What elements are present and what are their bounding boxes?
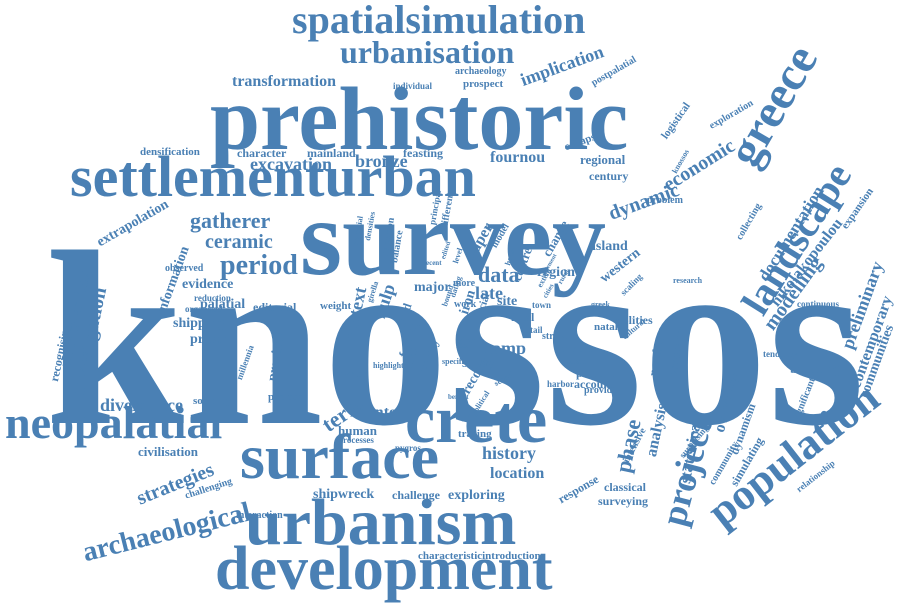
cloud-word-urbanism: urbanism: [245, 486, 517, 559]
cloud-word-recent: recent: [423, 259, 442, 267]
cloud-word-building: building: [790, 362, 840, 377]
cloud-word-harbor: harbor: [547, 379, 574, 389]
cloud-word-session: session: [567, 356, 594, 366]
cloud-word-century: century: [589, 169, 629, 183]
cloud-word-processes: processes: [338, 435, 374, 445]
cloud-word-logistical: logistical: [659, 100, 693, 142]
cloud-word-civilisation: civilisation: [138, 444, 198, 459]
cloud-word-characteristicintroduction: characteristicintroduction: [418, 550, 541, 562]
cloud-word-neopalatial: neopalatial: [5, 397, 223, 448]
cloud-word-town: town: [532, 300, 552, 310]
cloud-word-excavation: excavation: [250, 154, 332, 174]
cloud-word-reduction: reduction: [194, 293, 231, 303]
cloud-word-palatial: palatial: [200, 297, 246, 312]
cloud-word-prehistoric: prehistoric: [210, 70, 629, 169]
cloud-word-preface: preface: [268, 391, 303, 403]
cloud-word-shipwreck: shipwreck: [313, 487, 375, 502]
cloud-word-divergence: divergence: [100, 395, 183, 415]
cloud-word-hunter: hunter: [357, 404, 404, 421]
cloud-word-provide: provide: [584, 385, 617, 396]
cloud-word-size: size: [458, 333, 477, 347]
cloud-word-specific: specific: [442, 357, 468, 366]
cloud-word-editorial: editorial: [253, 300, 297, 314]
cloud-word-densification: densification: [140, 146, 200, 158]
cloud-word-data: data: [478, 262, 520, 287]
cloud-word-character: character: [237, 146, 287, 160]
cloud-word-development: development: [215, 535, 553, 603]
cloud-word-spatialsimulation: spatialsimulation: [292, 0, 586, 42]
cloud-word-string: string: [542, 331, 567, 342]
cloud-word-observed: observed: [165, 263, 204, 274]
cloud-word-more: more: [453, 278, 476, 289]
cloud-word-highlight: highlight: [373, 361, 404, 370]
cloud-word-middle: middle: [560, 343, 593, 355]
cloud-word-benefit: benefit: [448, 393, 469, 401]
cloud-word-weight: weight: [320, 300, 352, 312]
cloud-word-camp: camp: [484, 338, 526, 358]
cloud-word-fournou: fournou: [490, 149, 546, 166]
cloud-word-final: final: [511, 310, 535, 324]
cloud-word-urbanisation: urbanisation: [340, 34, 515, 70]
cloud-word-sociality: sociality: [193, 395, 232, 407]
cloud-word-evidence: evidence: [182, 277, 234, 292]
cloud-word-major: major: [414, 280, 451, 295]
cloud-word-pygros: pygros: [395, 443, 421, 453]
cloud-word-present: present: [190, 332, 235, 347]
cloud-word-problem: problem: [647, 195, 683, 206]
cloud-word-surface: surface: [240, 421, 440, 492]
cloud-word-settlementurban: settlementurban: [70, 144, 476, 209]
cloud-word-regional: regional: [580, 152, 626, 167]
cloud-word-bronze: bronze: [355, 151, 408, 171]
cloud-word-account: account: [574, 377, 614, 391]
cloud-word-research: research: [673, 276, 703, 285]
cloud-word-greek: greek: [591, 300, 610, 309]
cloud-word-ceramic: ceramic: [205, 231, 273, 253]
cloud-word-transformation: transformation: [232, 73, 336, 90]
cloud-word-organised: organised: [185, 304, 223, 314]
cloud-word-detail: detail: [521, 325, 543, 335]
cloud-word-interaction: interaction: [236, 510, 283, 521]
cloud-word-continuous: continuous: [797, 299, 840, 309]
cloud-word-location: location: [490, 465, 545, 482]
cloud-word-myrtos: myrtos: [335, 368, 368, 380]
cloud-word-survey: survey: [300, 179, 606, 298]
cloud-word-late: late: [475, 283, 503, 303]
cloud-word-food: food: [456, 341, 472, 350]
cloud-word-knossos: knossos: [45, 201, 865, 478]
cloud-word-island: island: [592, 239, 628, 254]
cloud-word-challenge: challenge: [392, 488, 440, 502]
cloud-word-tendency: tendency: [763, 349, 798, 359]
cloud-word-surveying: surveying: [598, 494, 649, 508]
cloud-word-study: study: [462, 356, 495, 371]
cloud-word-archaeology: archaeology: [455, 66, 507, 77]
cloud-word-natalie: natalie: [594, 321, 626, 333]
cloud-word-polities: polities: [616, 313, 653, 327]
cloud-word-mainland: mainland: [307, 146, 356, 160]
cloud-word-prospect: prospect: [463, 78, 504, 90]
cloud-word-feasting: feasting: [403, 146, 443, 160]
cloud-word-individual: individual: [393, 81, 433, 91]
cloud-word-work: work: [454, 299, 477, 310]
cloud-word-crete: crete: [405, 381, 548, 457]
cloud-word-site: site: [497, 294, 518, 309]
cloud-word-classical: classical: [604, 480, 646, 494]
cloud-word-history: history: [482, 443, 536, 463]
cloud-word-shipping: shipping: [173, 316, 225, 331]
cloud-word-period: period: [220, 250, 298, 281]
cloud-word-mobile: mobile: [591, 307, 620, 318]
cloud-word-exploring: exploring: [448, 488, 505, 503]
cloud-word-region: region: [537, 265, 575, 280]
cloud-word-tracing: tracing: [458, 428, 492, 440]
cloud-word-pattern: pattern: [576, 366, 614, 380]
cloud-word-gatherer: gatherer: [190, 208, 271, 233]
cloud-word-human: human: [338, 423, 378, 438]
